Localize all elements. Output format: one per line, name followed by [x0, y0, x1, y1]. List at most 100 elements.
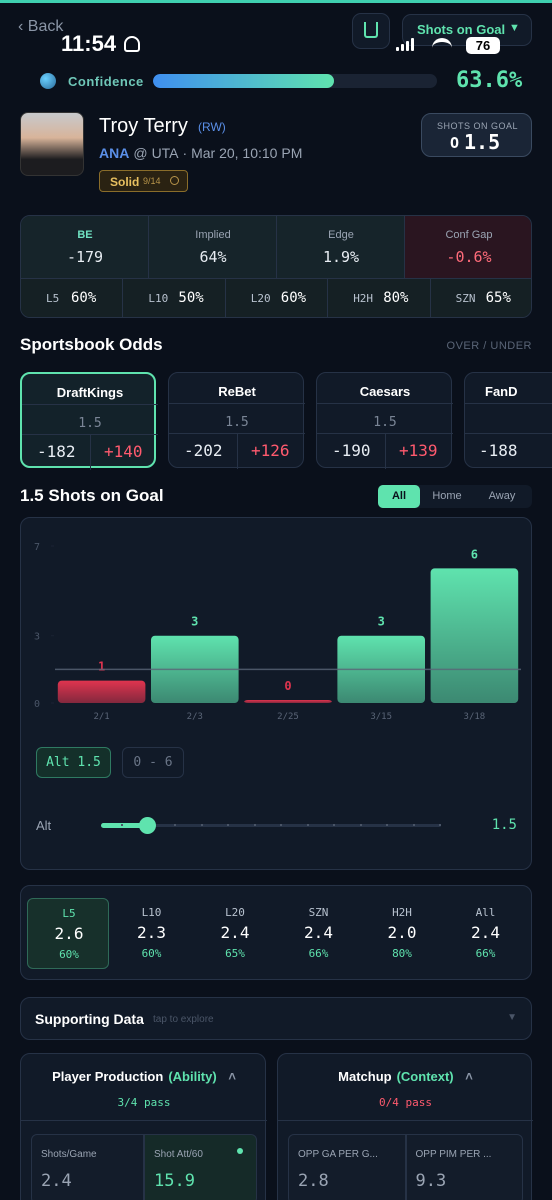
metric-label: Edge — [328, 229, 354, 241]
panel-divider — [21, 1120, 267, 1121]
share-button[interactable] — [352, 13, 390, 49]
slider-label: Alt — [36, 818, 52, 833]
bar-value-label: 0 — [284, 679, 291, 693]
book-divider — [465, 403, 552, 404]
bar-chart: 0 3 7 1 2/1 3 2/3 0 2/25 3 3/15 6 3/18 — [34, 542, 521, 722]
chart-panel: 0 3 7 1 2/1 3 2/3 0 2/25 3 3/15 6 3/18 Alt 1.5 0 - 6 Al… — [20, 517, 532, 870]
slider-fill — [101, 823, 148, 828]
split-cell[interactable]: L10 2.3 60% — [111, 898, 193, 969]
book-card[interactable]: Caesars 1.5 -190 +139 — [316, 372, 453, 469]
signal-bar — [411, 38, 414, 51]
split-cell[interactable]: SZN 2.4 66% — [278, 898, 360, 969]
panel-tag: (Context) — [396, 1069, 454, 1084]
at: @ — [133, 145, 148, 161]
panel-pass: 3/4 pass — [117, 1096, 171, 1109]
opponent: UTA — [151, 145, 179, 161]
split-label: All — [475, 906, 496, 919]
split-avg: 2.6 — [54, 924, 84, 943]
bar — [244, 700, 332, 703]
split-label: H2H — [392, 906, 412, 919]
book-divider — [317, 403, 453, 404]
metric-label: BE — [77, 229, 93, 241]
signal-bar — [406, 41, 409, 51]
tab[interactable]: Away — [488, 490, 516, 502]
range-button[interactable]: 0 - 6 — [122, 747, 184, 778]
bar — [430, 568, 519, 703]
hit-rate-label: L10 — [148, 292, 169, 305]
section-title: Sportsbook Odds — [20, 335, 163, 354]
split-rate: 66% — [475, 947, 496, 960]
player-position: (RW) — [198, 120, 226, 134]
bar-value-label: 3 — [378, 615, 385, 629]
metric-label: Implied — [195, 229, 231, 241]
prop-line: 1.5 — [464, 130, 501, 154]
hit-rate-cell: L20 60% — [225, 279, 329, 317]
tab[interactable]: Home — [432, 490, 462, 502]
x-tick-label: 2/3 — [187, 712, 203, 722]
hit-rate-value: 60% — [71, 290, 97, 306]
supporting-title: Supporting Data — [35, 1011, 144, 1027]
slider-dot — [333, 824, 335, 826]
split-cell[interactable]: L20 2.4 65% — [194, 898, 276, 969]
y-tick-label: 7 — [34, 542, 40, 553]
slider-dot — [306, 824, 309, 826]
stat-label: Shots/Game — [41, 1149, 97, 1160]
hit-rate-cell: L5 60% — [21, 279, 124, 317]
book-card[interactable]: FanD -188 — [464, 372, 552, 468]
panel-header: Matchup (Context) ˄ — [278, 1069, 533, 1084]
hit-rate-label: H2H — [353, 292, 374, 305]
back-button[interactable]: ‹ Back — [18, 18, 64, 35]
book-card[interactable]: DraftKings 1.5 -182 +140 — [20, 372, 158, 470]
market-label: Shots on Goal — [417, 22, 506, 37]
x-tick-label: 3/15 — [370, 712, 392, 722]
alt-button[interactable]: Alt 1.5 — [36, 747, 111, 778]
book-odds-split — [90, 434, 91, 470]
hit-rate-label: L5 — [46, 292, 60, 305]
slider-dot — [386, 824, 388, 826]
book-name: FanD — [485, 384, 518, 399]
bar-value-label: 3 — [191, 615, 198, 629]
y-tick-label: 0 — [34, 699, 40, 710]
stat-value: 2.4 — [41, 1171, 72, 1191]
panel-header: Player Production (Ability) ˄ — [21, 1069, 267, 1084]
stat-value: 9.3 — [415, 1171, 447, 1191]
hit-rate-cell: L10 50% — [123, 279, 226, 317]
split-avg: 2.3 — [137, 923, 166, 942]
signal-bar — [396, 47, 399, 51]
supporting-row[interactable]: Supporting Data tap to explore ▼ — [20, 997, 532, 1040]
book-card[interactable]: ReBet 1.5 -202 +126 — [168, 372, 305, 469]
split-avg: 2.4 — [304, 923, 333, 942]
battery-level: 76 — [475, 38, 491, 53]
split-avg: 2.0 — [387, 923, 417, 942]
hit-rate-label: L20 — [250, 292, 271, 305]
split-cell[interactable]: L5 2.6 60% — [27, 898, 109, 969]
tab[interactable]: All — [378, 485, 420, 508]
matchup-line: ANA @ UTA · Mar 20, 10:10 PM — [99, 145, 306, 161]
metric-value: 1.9% — [322, 248, 360, 266]
book-over: -202 — [184, 441, 223, 460]
status-time: 11:54 — [61, 31, 117, 56]
split-avg: 2.4 — [220, 923, 250, 942]
metric-cell: Conf Gap -0.6% — [405, 216, 531, 279]
hit-rate-value: 50% — [178, 290, 204, 306]
panel-title: Player Production — [52, 1069, 164, 1084]
slider-dot — [227, 824, 229, 826]
battery: 76 — [466, 37, 500, 54]
share-icon — [364, 22, 378, 38]
hit-rate-label: SZN — [455, 292, 476, 305]
book-divider — [169, 403, 305, 404]
confidence-fill — [153, 74, 334, 88]
stat-label: Shot Att/60 — [154, 1149, 203, 1160]
prop-side: O — [450, 134, 460, 152]
slider-knob[interactable] — [139, 817, 156, 834]
split-cell[interactable]: All 2.4 66% — [445, 898, 527, 969]
split-rate: 60% — [59, 948, 79, 961]
split-cell[interactable]: H2H 2.0 80% — [361, 898, 443, 969]
team: ANA — [99, 145, 130, 161]
signal-bar — [401, 44, 404, 51]
split-rate: 80% — [392, 947, 412, 960]
slider-dot — [253, 824, 256, 826]
back-label: Back — [27, 18, 64, 35]
book-name: Caesars — [359, 384, 411, 399]
metrics-grid: BE -179 Implied 64% Edge 1.9% Conf Gap -0.6% L5 6… — [20, 215, 532, 318]
